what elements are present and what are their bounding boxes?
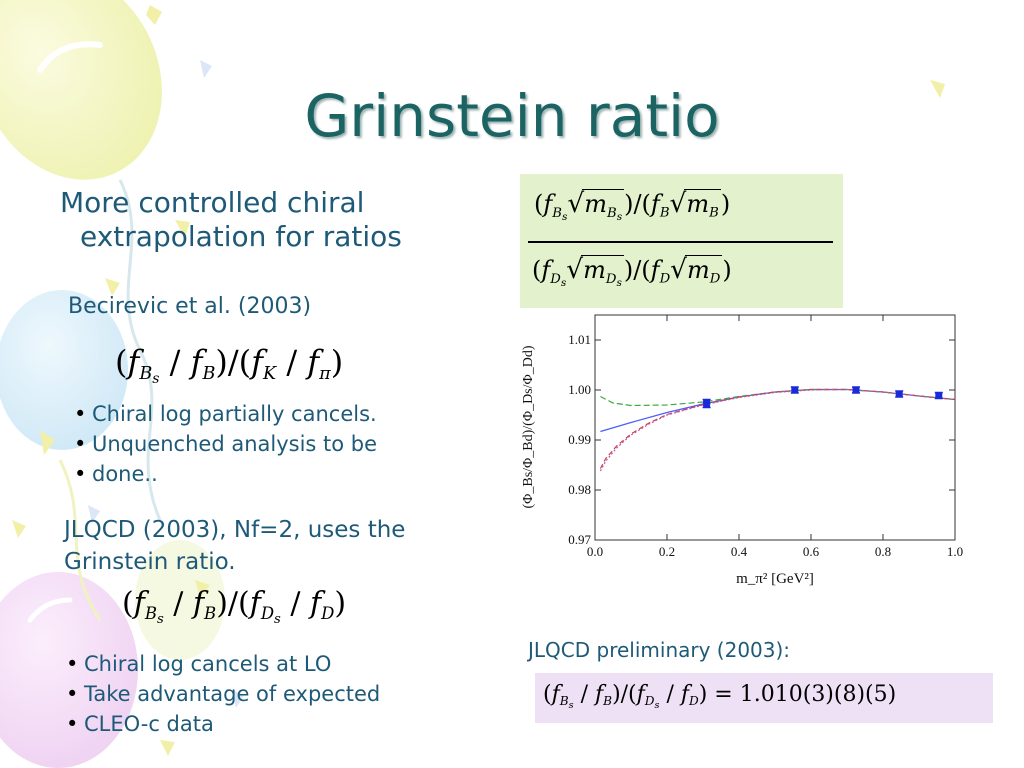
fit-curve-dot-purple [599,388,956,472]
plot-frame [594,314,956,541]
bullet-item: Chiral log cancels at LO [62,649,492,679]
data-point [791,386,799,394]
jlqcd-bullets: Chiral log cancels at LO Take advantage … [62,649,492,739]
becirevic-bullets: Chiral log partially cancels. Unquenched… [70,399,490,489]
y-tick-label: 0.97 [568,532,591,547]
jlqcd-line-2: Grinstein ratio. [64,549,236,575]
y-tick-label: 1.00 [568,382,591,397]
bullet-item: Chiral log partially cancels. [70,399,490,429]
bullet-continuation: done.. [70,459,490,489]
intro-text: More controlled chiral extrapolation for… [60,186,402,254]
y-tick-label: 1.01 [568,332,591,347]
x-tick-label: 0.8 [875,544,891,559]
y-axis-label: (Φ_Bs/Φ_Bd)/(Φ_Ds/Φ_Dd) [521,345,536,508]
x-tick-label: 0.4 [731,544,748,559]
bullet-item: Take advantage of expected [62,679,492,709]
preliminary-label: JLQCD preliminary (2003): [528,638,791,662]
data-point [895,390,903,398]
x-tick-label: 0.6 [803,544,820,559]
becirevic-formula: (fBs / fB)/(fK / fπ) [115,343,344,388]
preliminary-result-box: (fBs / fB)/(fDs / fD) = 1.010(3)(8)(5) [535,673,993,723]
y-tick-label: 0.99 [568,432,591,447]
data-point [703,400,711,407]
bullet-item: Unquenched analysis to be [70,429,490,459]
intro-line-1: More controlled chiral [60,186,365,219]
x-axis-label: m_π² [GeV²] [736,571,814,587]
fraction-bar [528,241,833,243]
y-tick-label: 0.98 [568,482,591,497]
grinstein-formula-box: (fBs√mBs)/(fB√mB) (fDs√mDs)/(fD√mD) [520,174,843,308]
intro-line-2: extrapolation for ratios [80,220,402,253]
preliminary-value: 1.010(3)(8)(5) [739,682,897,707]
x-tick-label: 0.2 [659,544,675,559]
slide-title: Grinstein ratio [304,82,720,150]
grinstein-ratio-chart: 0.970.980.991.001.01 0.0 0.2 0.4 0.6 0.8 1.0 … [521,314,963,587]
becirevic-heading: Becirevic et al. (2003) [68,294,312,319]
jlqcd-formula: (fBs / fB)/(fDs / fD) [122,586,347,627]
data-point [852,386,860,394]
x-tick-label: 0.0 [587,544,603,559]
formula-numerator: (fBs√mBs)/(fB√mB) [534,188,731,223]
bullet-continuation: CLEO-c data [62,709,492,739]
jlqcd-line-1: JLQCD (2003), Nf=2, uses the [64,517,406,543]
jlqcd-text: JLQCD (2003), Nf=2, uses the Grinstein r… [64,514,405,578]
formula-denominator: (fDs√mDs)/(fD√mD) [532,254,732,289]
preliminary-formula: (fBs / fB)/(fDs / fD) = 1.010(3)(8)(5) [543,682,897,712]
data-point [935,392,943,399]
x-tick-label: 1.0 [947,544,963,559]
